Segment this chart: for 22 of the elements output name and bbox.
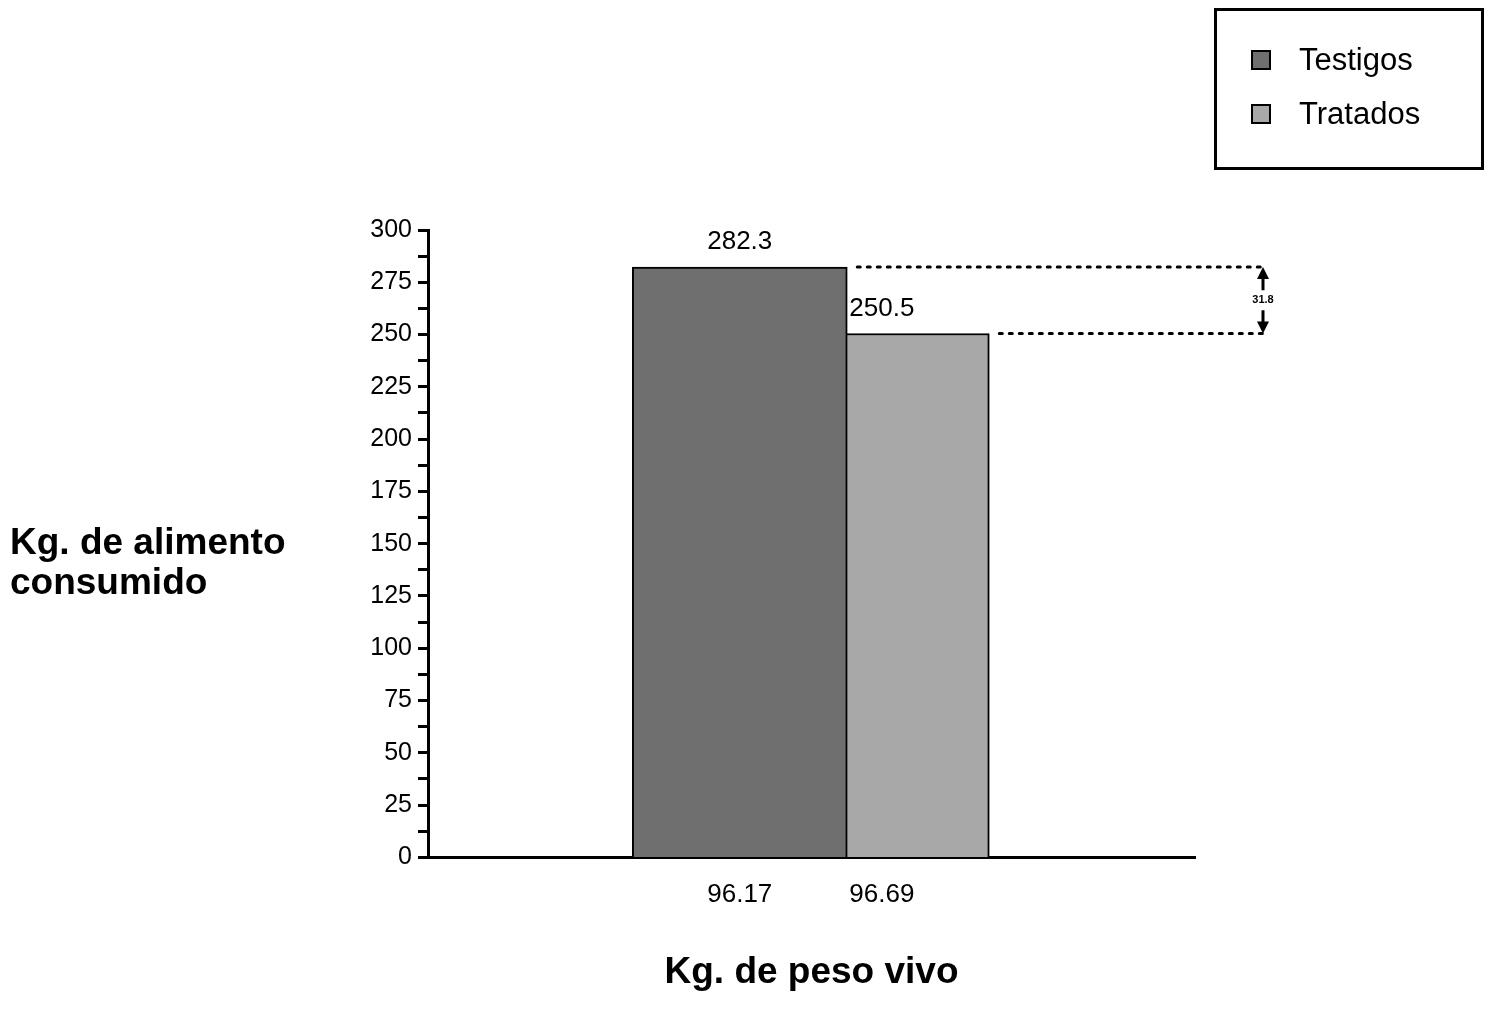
text: 31.8 — [1252, 293, 1274, 306]
y-tick-label: 300 — [370, 213, 412, 242]
legend-label: Tratados — [1299, 96, 1421, 132]
y-tick-label: 50 — [384, 736, 412, 765]
y-tick-label: 25 — [384, 789, 412, 818]
y-tick-label: 125 — [370, 579, 412, 608]
y-tick-label: 275 — [370, 266, 412, 295]
x-axis-title: Kg. de peso vivo — [664, 950, 959, 991]
y-tick-label: 225 — [370, 370, 412, 399]
x-tick-label: 96.69 — [849, 878, 915, 909]
y-tick-label: 75 — [384, 684, 412, 713]
y-tick-label: 175 — [370, 475, 412, 504]
legend-label: Testigos — [1299, 42, 1413, 78]
y-tick-label: 0 — [398, 841, 412, 870]
y-tick-label: 200 — [370, 423, 412, 452]
data-label: 250.5 — [849, 291, 915, 322]
x-tick-label: 96.17 — [707, 878, 773, 909]
y-tick-label: 250 — [370, 318, 412, 347]
y-tick-label: 100 — [370, 632, 412, 661]
y-axis-title: Kg. de alimento consumido — [10, 521, 287, 602]
data-label: 282.3 — [707, 225, 773, 256]
y-tick-label: 150 — [370, 527, 412, 556]
